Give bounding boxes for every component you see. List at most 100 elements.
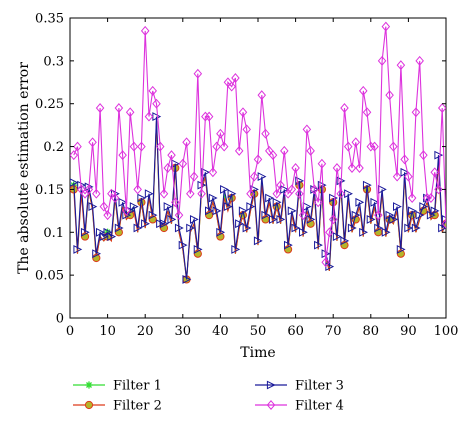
- data-point: [343, 141, 353, 152]
- legend-item: Filter 1: [73, 379, 162, 394]
- data-point: [366, 215, 376, 224]
- data-point: [325, 227, 334, 238]
- data-point: [73, 141, 82, 152]
- data-point: [201, 111, 210, 122]
- data-point: [370, 141, 379, 152]
- data-point: [220, 185, 229, 194]
- data-point: [438, 223, 446, 233]
- legend-item: Filter 3: [255, 379, 344, 394]
- x-tick-label: 90: [400, 324, 417, 339]
- y-tick-label: 0.3: [43, 54, 64, 69]
- series-4: [70, 21, 446, 268]
- x-tick-label: 100: [434, 324, 459, 339]
- data-point: [408, 206, 417, 216]
- data-point: [336, 188, 345, 199]
- x-tick-label: 50: [250, 324, 267, 339]
- x-tick-label: 30: [175, 324, 192, 339]
- x-tick-label: 10: [99, 324, 116, 339]
- data-point: [283, 240, 293, 250]
- legend-marker: [266, 380, 276, 390]
- data-point: [298, 210, 308, 221]
- data-point: [253, 236, 263, 246]
- data-point: [295, 176, 305, 186]
- data-point: [144, 189, 154, 199]
- data-point: [167, 215, 177, 224]
- data-point: [148, 210, 158, 220]
- data-point: [280, 145, 289, 156]
- y-tick-label: 0.1: [43, 226, 64, 241]
- data-point: [287, 184, 297, 195]
- data-point: [400, 154, 409, 165]
- legend-label: Filter 4: [295, 399, 344, 414]
- data-point: [174, 210, 184, 221]
- data-point: [359, 85, 368, 96]
- data-point: [238, 107, 248, 118]
- data-point: [163, 163, 173, 173]
- data-point: [129, 202, 139, 211]
- data-point: [70, 178, 79, 187]
- data-point: [80, 227, 90, 237]
- data-point: [178, 240, 188, 250]
- x-tick-label: 80: [363, 324, 380, 339]
- data-point: [208, 167, 218, 178]
- data-point: [125, 107, 135, 118]
- data-point: [377, 55, 387, 66]
- data-point: [411, 223, 421, 233]
- series-line: [73, 116, 446, 280]
- data-point: [385, 90, 394, 101]
- legend-marker: [84, 400, 94, 410]
- data-point: [407, 193, 417, 203]
- data-point: [201, 167, 211, 177]
- data-point: [84, 184, 94, 195]
- data-point: [393, 202, 402, 211]
- y-tick-label: 0.2: [43, 140, 64, 155]
- data-point: [129, 141, 139, 152]
- data-point: [268, 215, 278, 224]
- data-point: [392, 171, 402, 182]
- data-point: [430, 167, 439, 178]
- data-point: [422, 193, 432, 203]
- legend-marker: [266, 400, 276, 410]
- data-point: [141, 219, 150, 229]
- data-point: [92, 188, 101, 199]
- plot-area: [69, 17, 447, 319]
- data-point: [212, 141, 221, 152]
- data-point: [182, 275, 192, 284]
- data-point: [340, 103, 349, 113]
- data-point: [182, 137, 191, 148]
- y-tick-label: 0.35: [35, 12, 64, 27]
- x-tick-label: 60: [287, 324, 304, 339]
- data-point: [415, 55, 424, 66]
- data-point: [186, 223, 196, 233]
- data-point: [186, 188, 195, 199]
- data-point: [276, 215, 286, 224]
- data-point: [381, 227, 391, 237]
- data-point: [103, 210, 112, 221]
- data-point: [419, 150, 428, 161]
- data-point: [159, 219, 169, 229]
- data-point: [332, 163, 342, 173]
- y-tick-label: 0: [56, 312, 64, 327]
- data-point: [295, 188, 304, 199]
- data-point: [212, 206, 222, 216]
- data-point: [92, 249, 102, 259]
- legend-label: Filter 3: [295, 379, 344, 394]
- data-point: [114, 223, 124, 233]
- data-point: [208, 193, 218, 203]
- data-point: [355, 163, 364, 173]
- data-point: [374, 210, 383, 221]
- data-point: [219, 141, 229, 152]
- data-point: [366, 141, 376, 152]
- series-layer: [70, 21, 446, 284]
- y-tick-label: 0.05: [35, 269, 64, 284]
- data-point: [231, 245, 241, 254]
- data-point: [167, 150, 176, 161]
- data-point: [347, 163, 357, 173]
- data-point: [430, 206, 440, 216]
- legend-item: Filter 4: [255, 399, 344, 414]
- data-point: [276, 180, 285, 191]
- data-point: [235, 219, 244, 229]
- data-point: [268, 150, 278, 161]
- data-point: [437, 103, 446, 113]
- data-point: [242, 223, 252, 233]
